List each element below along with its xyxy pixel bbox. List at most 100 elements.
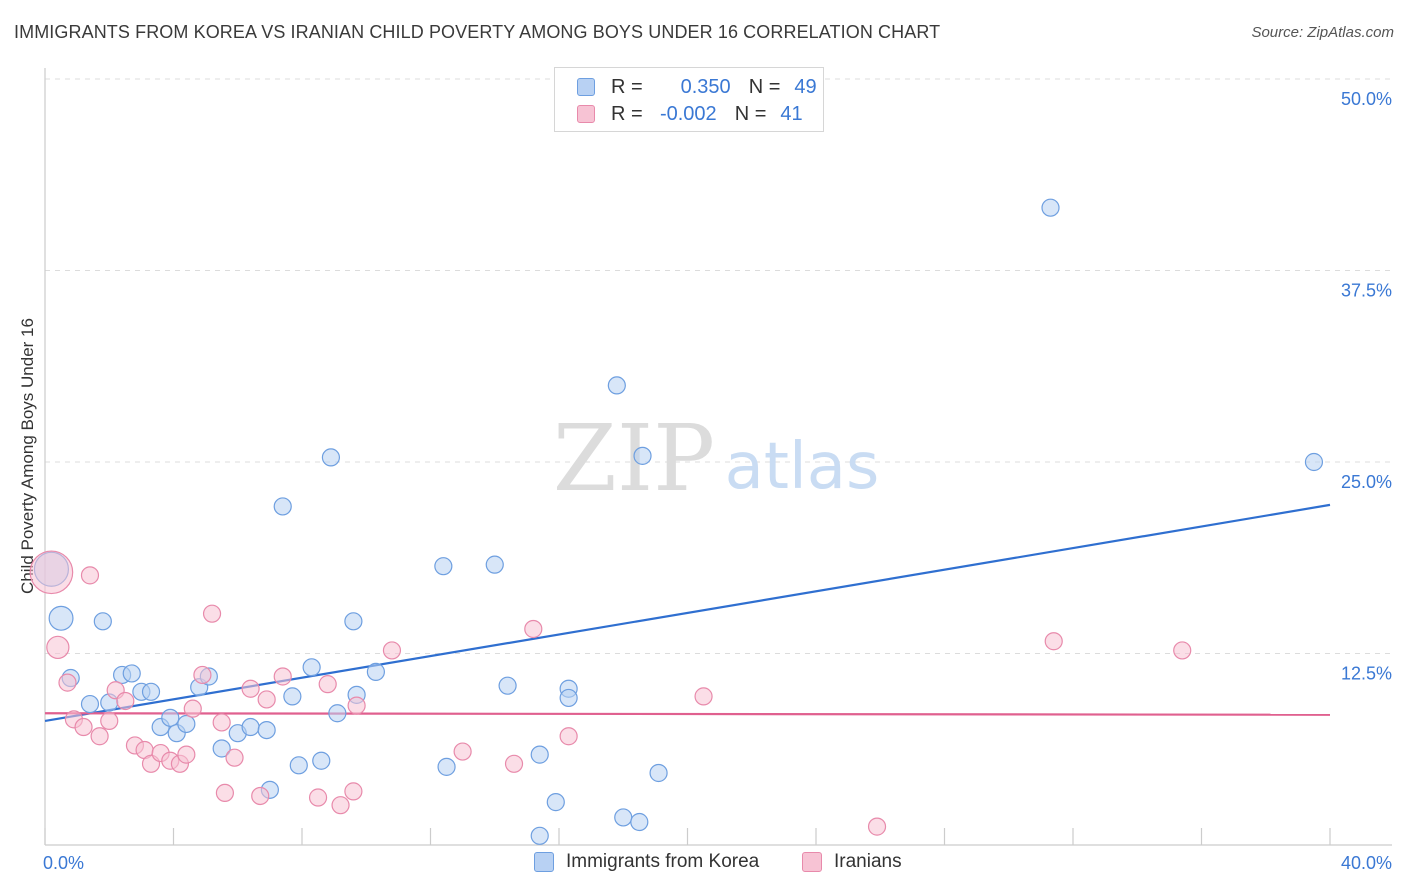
- iranians-point: [344, 782, 363, 801]
- korea-point: [630, 812, 649, 832]
- korea-point: [633, 446, 652, 465]
- korea-point: [485, 555, 504, 574]
- legend-swatch-iranians: [577, 105, 595, 123]
- iranians-point: [80, 566, 100, 585]
- iranians-point: [212, 713, 231, 732]
- korea-point: [607, 376, 626, 395]
- legend-n-label: N =: [734, 102, 767, 125]
- korea-point: [122, 664, 141, 683]
- iranians-point: [202, 604, 222, 623]
- iranians-point: [29, 550, 74, 595]
- iranians-point: [193, 665, 212, 685]
- iranians-point: [215, 783, 234, 803]
- korea-point: [302, 658, 321, 677]
- korea-point: [614, 808, 633, 827]
- iranians-point: [257, 690, 276, 709]
- series-label-iranians: Iranians: [834, 851, 902, 872]
- korea-point: [241, 717, 260, 737]
- y-tick-label: 12.5%: [1341, 664, 1392, 684]
- korea-point: [530, 826, 549, 845]
- legend-r-label: R =: [611, 102, 643, 125]
- iranians-point: [100, 711, 119, 731]
- x-tick-label: 0.0%: [43, 853, 84, 873]
- korea-point: [1304, 452, 1324, 472]
- legend-r-value: -0.002: [659, 102, 717, 125]
- korea-point: [273, 497, 292, 516]
- korea-point: [649, 763, 668, 783]
- korea-trend-line: [44, 503, 1331, 722]
- iranians-point: [524, 619, 543, 639]
- iranians-point: [347, 696, 366, 715]
- y-tick-label: 37.5%: [1341, 281, 1392, 301]
- data-points: [29, 198, 1324, 845]
- chart-title: IMMIGRANTS FROM KOREA VS IRANIAN CHILD P…: [14, 22, 941, 42]
- y-tick-label: 25.0%: [1341, 472, 1392, 492]
- iranians-point: [504, 754, 524, 773]
- tick-labels: 12.5% 25.0% 37.5% 50.0% 0.0% 40.0%: [43, 89, 1392, 873]
- axes: [44, 68, 1392, 846]
- trend-lines: [44, 503, 1331, 722]
- iranians-point: [559, 727, 578, 746]
- iranians-point: [1044, 632, 1063, 651]
- korea-point: [212, 739, 231, 758]
- gridlines: [45, 78, 1392, 654]
- korea-point: [530, 745, 549, 764]
- legend-row-iranians: R = -0.002 N = 41: [577, 103, 803, 125]
- korea-point: [434, 557, 453, 576]
- korea-point: [328, 704, 347, 723]
- iranians-point: [251, 786, 270, 806]
- legend-swatch-korea: [577, 78, 595, 96]
- legend-n-label: N =: [748, 75, 781, 98]
- iranians-trend-line: [44, 712, 1331, 716]
- iranians-point: [694, 687, 713, 706]
- iranians-point: [1173, 641, 1192, 660]
- series-swatch-korea: [534, 852, 554, 872]
- iranians-point: [382, 641, 402, 660]
- iranians-point: [177, 745, 196, 764]
- series-legend: Immigrants from Korea Iranians: [0, 851, 1406, 877]
- korea-point: [48, 605, 74, 631]
- watermark: ZIP atlas: [553, 405, 879, 512]
- korea-point: [289, 756, 308, 775]
- iranians-point: [90, 727, 109, 746]
- korea-point: [312, 751, 331, 770]
- korea-point: [283, 687, 302, 706]
- correlation-legend: R = 0.350 N = 49 R = -0.002 N = 41: [554, 67, 824, 132]
- watermark-atlas: atlas: [725, 430, 880, 504]
- korea-point: [93, 612, 112, 631]
- iranians-point: [318, 675, 337, 694]
- iranians-point: [58, 673, 77, 692]
- korea-point: [1041, 198, 1060, 217]
- series-legend-korea[interactable]: Immigrants from Korea: [534, 851, 759, 873]
- iranians-point: [116, 691, 135, 711]
- iranians-point: [225, 748, 244, 767]
- iranians-point: [308, 788, 328, 807]
- iranians-point: [183, 699, 202, 718]
- source-label: Source: ZipAtlas.com: [1251, 24, 1394, 41]
- iranians-point: [74, 717, 93, 737]
- korea-point: [546, 793, 565, 812]
- iranians-point: [867, 817, 887, 836]
- series-swatch-iranians: [802, 852, 822, 872]
- y-tick-label: 50.0%: [1341, 89, 1392, 109]
- korea-point: [80, 694, 100, 714]
- korea-point: [498, 676, 517, 695]
- iranians-point: [273, 667, 292, 686]
- iranians-point: [453, 742, 472, 761]
- legend-n-value: 41: [780, 102, 803, 125]
- korea-point: [437, 757, 456, 776]
- legend-r-value: 0.350: [680, 75, 731, 98]
- series-label-korea: Immigrants from Korea: [566, 851, 760, 872]
- legend-r-label: R =: [611, 75, 643, 98]
- korea-point: [344, 612, 363, 631]
- iranians-point: [241, 679, 260, 698]
- series-legend-iranians[interactable]: Iranians: [802, 851, 902, 873]
- legend-n-value: 49: [794, 75, 817, 98]
- korea-point: [177, 714, 196, 734]
- iranians-point: [331, 796, 350, 815]
- legend-row-korea: R = 0.350 N = 49: [577, 76, 817, 98]
- korea-point: [366, 662, 385, 681]
- x-tick-label: 40.0%: [1341, 853, 1392, 873]
- korea-point: [141, 682, 161, 701]
